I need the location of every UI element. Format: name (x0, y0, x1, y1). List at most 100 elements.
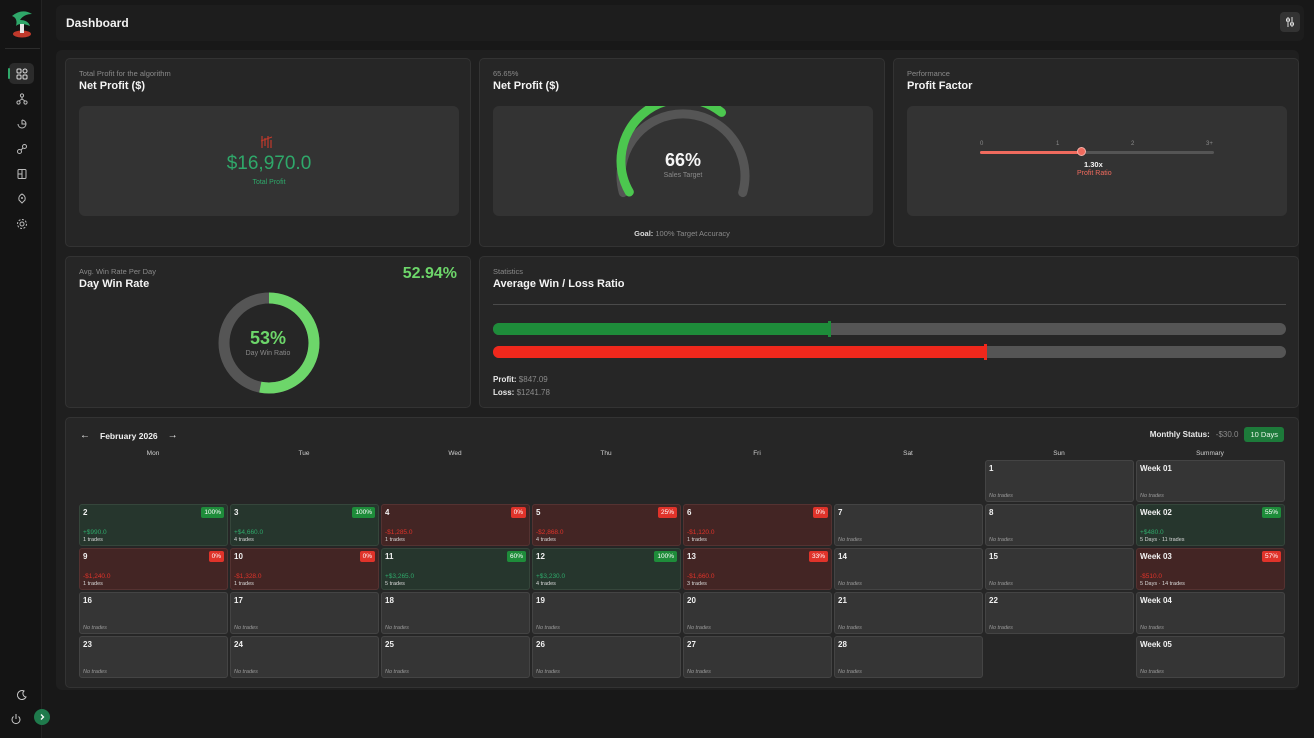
week-summary-cell[interactable]: Week 01 No trades (1136, 460, 1285, 502)
calendar-day-cell[interactable]: 8 No trades (985, 504, 1134, 546)
day-number: 19 (536, 596, 545, 605)
no-trades-note: No trades (989, 625, 1013, 631)
win-rate-badge: 100% (352, 507, 375, 518)
no-trades-note: No trades (838, 537, 862, 543)
week-summary-cell[interactable]: Week 02 55% +$480.0 5 Days · 11 trades (1136, 504, 1285, 546)
sidebar-divider (5, 48, 40, 49)
sidebar-item-rocket[interactable] (9, 188, 34, 209)
day-win-rate-value: 52.94% (402, 265, 457, 282)
sidebar (0, 0, 50, 738)
no-trades-note: No trades (234, 669, 258, 675)
win-rate-badge: 0% (208, 551, 224, 562)
sidebar-item-strategy[interactable] (9, 113, 34, 134)
sidebar-item-journal[interactable] (9, 163, 34, 184)
calendar-day-cell[interactable]: 11 60% +$3,265.0 5 trades (381, 548, 530, 590)
win-rate-badge: 0% (510, 507, 526, 518)
calendar-day-cell[interactable]: 26 No trades (532, 636, 681, 678)
net-profit-card: Total Profit for the algorithm Net Profi… (65, 58, 471, 247)
calendar-day-cell[interactable]: 9 0% -$1,240.0 1 trades (79, 548, 228, 590)
calendar-day-cell[interactable]: 20 No trades (683, 592, 832, 634)
day-number: 20 (687, 596, 696, 605)
calendar-day-cell[interactable]: 1 No trades (985, 460, 1134, 502)
monthly-status: Monthly Status: -$30.0 10 Days (1150, 427, 1284, 442)
calendar-day-cell[interactable]: 4 0% -$1,285.0 1 trades (381, 504, 530, 546)
main-content: Total Profit for the algorithm Net Profi… (56, 50, 1299, 690)
win-rate-badge: 100% (654, 551, 677, 562)
tools-icon (16, 143, 27, 154)
sidebar-item-network[interactable] (9, 88, 34, 109)
week-summary-cell[interactable]: Week 05 No trades (1136, 636, 1285, 678)
calendar-day-cell[interactable]: 12 100% +$3,230.0 4 trades (532, 548, 681, 590)
day-header: Summary (1196, 450, 1224, 457)
trade-count: 5 Days · 14 trades (1140, 581, 1185, 587)
donut-label: Day Win Ratio (245, 350, 291, 357)
day-number: 7 (838, 508, 843, 517)
trade-count: 1 trades (83, 537, 103, 543)
sidebar-item-dashboard[interactable] (8, 63, 34, 84)
calendar-day-cell[interactable]: 19 No trades (532, 592, 681, 634)
dashboard-icon (16, 68, 27, 79)
day-number: 28 (838, 640, 847, 649)
sidebar-item-tools[interactable] (9, 138, 34, 159)
pnl-amount: +$480.0 (1140, 529, 1164, 536)
profit-factor-panel: 0 1 2 3+ 1.30x Profit Ratio (907, 106, 1287, 216)
day-number: 16 (83, 596, 92, 605)
calendar-day-cell[interactable]: 6 0% -$1,120.0 1 trades (683, 504, 832, 546)
sidebar-expand-button[interactable] (34, 709, 50, 725)
card-subtitle: Performance (907, 69, 950, 78)
theme-toggle[interactable] (9, 684, 34, 705)
trade-count: 1 trades (234, 581, 254, 587)
calendar-day-cell[interactable]: 27 No trades (683, 636, 832, 678)
calendar-day-cell[interactable]: 28 No trades (834, 636, 983, 678)
calendar-day-cell[interactable]: 13 33% -$1,660.0 3 trades (683, 548, 832, 590)
no-trades-note: No trades (1140, 493, 1164, 499)
loss-label: Loss: (493, 388, 515, 397)
day-number: 24 (234, 640, 243, 649)
calendar-day-cell[interactable]: 5 25% -$2,868.0 4 trades (532, 504, 681, 546)
pnl-amount: -$1,120.0 (687, 529, 715, 536)
no-trades-note: No trades (234, 625, 258, 631)
pnl-amount: -$1,660.0 (687, 573, 715, 580)
calendar-day-cell[interactable]: 15 No trades (985, 548, 1134, 590)
logout-button[interactable] (6, 708, 26, 729)
day-number: 14 (838, 552, 847, 561)
day-number: Week 01 (1140, 464, 1172, 473)
next-month-button[interactable]: → (167, 430, 178, 441)
day-number: 3 (234, 508, 239, 517)
monthly-status-value: -$30.0 (1215, 430, 1239, 439)
week-summary-cell[interactable]: Week 04 No trades (1136, 592, 1285, 634)
filter-settings-button[interactable] (1280, 12, 1300, 32)
calendar-day-cell[interactable]: 7 No trades (834, 504, 983, 546)
sidebar-item-settings[interactable] (9, 213, 34, 234)
calendar-day-cell[interactable]: 14 No trades (834, 548, 983, 590)
calendar-day-cell[interactable]: 23 No trades (79, 636, 228, 678)
calendar-day-cell[interactable]: 22 No trades (985, 592, 1134, 634)
calendar-day-cell[interactable]: 3 100% +$4,660.0 4 trades (230, 504, 379, 546)
no-trades-note: No trades (536, 669, 560, 675)
calendar-day-cell[interactable]: 10 0% -$1,328.0 1 trades (230, 548, 379, 590)
calendar-day-cell[interactable]: 2 100% +$990.0 1 trades (79, 504, 228, 546)
no-trades-note: No trades (1140, 669, 1164, 675)
calendar-day-cell[interactable]: 24 No trades (230, 636, 379, 678)
calendar-day-cell[interactable]: 25 No trades (381, 636, 530, 678)
pnl-amount: -$1,328.0 (234, 573, 262, 580)
calendar-day-cell[interactable]: 18 No trades (381, 592, 530, 634)
top-bar: Dashboard (56, 5, 1304, 41)
calendar-day-cell[interactable]: 17 No trades (230, 592, 379, 634)
loss-bar (493, 344, 1286, 360)
pnl-amount: +$3,265.0 (385, 573, 415, 580)
week-summary-cell[interactable]: Week 03 57% -$510.0 5 Days · 14 trades (1136, 548, 1285, 590)
calendar-day-cell[interactable]: 21 No trades (834, 592, 983, 634)
profit-factor-fill (980, 151, 1082, 154)
goal-text: Goal: 100% Target Accuracy (480, 229, 884, 238)
app-logo[interactable] (8, 8, 36, 40)
card-subtitle: 65.65% (493, 69, 519, 78)
loss-value: $1241.78 (516, 388, 550, 397)
day-header: Wed (448, 450, 462, 457)
profit-bar-marker (827, 321, 831, 337)
win-rate-badge: 60% (506, 551, 526, 562)
calendar-day-cell[interactable]: 16 No trades (79, 592, 228, 634)
day-number: 23 (83, 640, 92, 649)
win-rate-badge: 25% (657, 507, 677, 518)
prev-month-button[interactable]: ← (80, 430, 90, 441)
